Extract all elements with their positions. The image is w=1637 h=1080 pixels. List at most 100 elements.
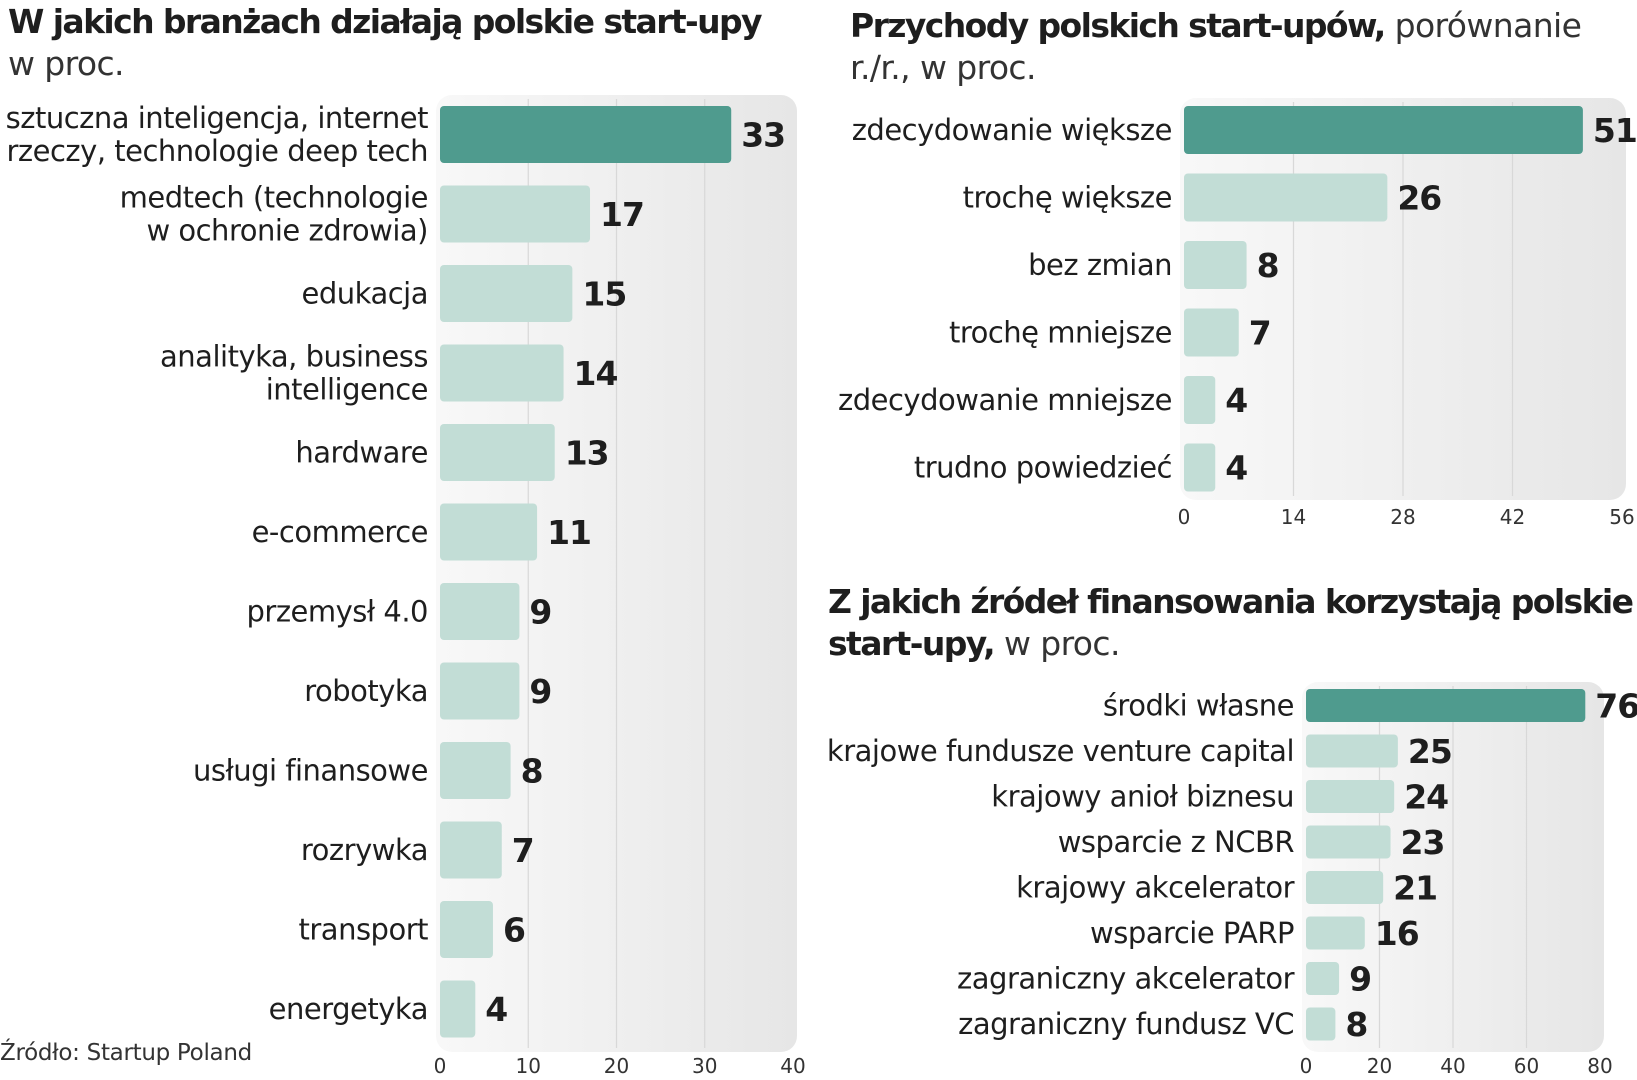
chart3-title: Z jakich źródeł finansowania korzystają …	[828, 582, 1634, 622]
chart3-category-label: wsparcie z NCBR	[1058, 825, 1295, 859]
chart2-tick-label: 28	[1390, 505, 1415, 529]
chart3-tick-label: 40	[1440, 1054, 1465, 1078]
chart1-category-label: sztuczna inteligencja, internet rzeczy, t…	[6, 101, 429, 168]
chart1-category-label: robotyka	[304, 674, 428, 708]
chart1-category-label-line: robotyka	[304, 674, 428, 708]
chart1-category-label-line: przemysł 4.0	[247, 595, 429, 629]
chart3-category-label-line: środki własne	[1103, 689, 1294, 723]
chart2-value-label: 26	[1397, 179, 1441, 218]
chart3-category-label-line: wsparcie z NCBR	[1058, 825, 1295, 859]
chart1-category-label-line: hardware	[295, 436, 428, 470]
chart3-category-label-line: krajowy akcelerator	[1016, 871, 1294, 905]
chart1-value-label: 15	[582, 275, 626, 314]
chart1-value-label: 11	[547, 513, 591, 552]
chart3-bar	[1306, 1007, 1336, 1041]
chart1-value-label: 17	[600, 195, 644, 234]
chart3-category-label: krajowy akcelerator	[1016, 871, 1294, 905]
chart3-category-label-line: krajowy anioł biznesu	[991, 780, 1294, 814]
chart1-value-label: 9	[529, 672, 551, 711]
chart1-bar	[440, 424, 555, 481]
chart3-category-label-line: zagraniczny fundusz VC	[958, 1007, 1294, 1041]
chart2-bar	[1184, 308, 1239, 357]
chart2-value-label: 4	[1225, 381, 1247, 420]
chart1-bar	[440, 265, 573, 322]
chart1-bar	[440, 106, 732, 163]
chart2-category-label: trudno powiedzieć	[914, 451, 1172, 485]
chart2-category-label-line: bez zmian	[1028, 248, 1172, 282]
chart2-category-label-line: trochę większe	[963, 181, 1172, 215]
chart3-bar	[1306, 780, 1395, 813]
chart1-tick-label: 0	[434, 1054, 447, 1078]
chart2-tick-label: 14	[1281, 505, 1306, 529]
chart3-tick-label: 80	[1587, 1054, 1612, 1078]
chart1-value-label: 33	[741, 116, 785, 155]
chart3-category-label: zagraniczny akcelerator	[957, 962, 1295, 996]
chart3-title-line2: start-upy, w proc.	[828, 624, 1120, 664]
chart3-value-label: 76	[1595, 687, 1637, 726]
chart1-bar	[440, 583, 520, 640]
chart2-bar	[1184, 376, 1216, 424]
chart3-tick-label: 20	[1367, 1054, 1392, 1078]
chart1-category-label: rozrywka	[301, 833, 428, 867]
chart1-category-label-line: w ochronie zdrowia)	[146, 214, 428, 248]
chart1-category-label: e-commerce	[252, 515, 428, 549]
chart3-value-label: 25	[1408, 732, 1452, 771]
chart1-category-label-line: energetyka	[269, 992, 428, 1026]
chart3-category-label: zagraniczny fundusz VC	[958, 1007, 1294, 1041]
chart3-value-label: 8	[1345, 1005, 1367, 1044]
chart2-category-label-line: trudno powiedzieć	[914, 451, 1172, 485]
chart3-bar	[1306, 689, 1586, 722]
chart1-title: W jakich branżach działają polskie start…	[8, 2, 763, 42]
chart1-value-label: 9	[529, 593, 551, 632]
chart3-value-label: 23	[1401, 823, 1445, 862]
chart1-bar	[440, 980, 476, 1038]
chart1-category-label: medtech (technologie w ochronie zdrowia)	[120, 181, 428, 248]
chart3-category-label: krajowy anioł biznesu	[991, 780, 1294, 814]
chart1-category-label: hardware	[295, 436, 428, 470]
chart2-bar	[1184, 106, 1583, 154]
chart1-category-label: przemysł 4.0	[247, 595, 429, 629]
chart3-category-label-line: krajowe fundusze venture capital	[827, 734, 1294, 768]
chart1-category-label: energetyka	[269, 992, 428, 1026]
chart3-title-text-2: start-upy,	[828, 624, 996, 663]
chart2-category-label: zdecydowanie większe	[852, 113, 1172, 147]
chart2-category-label: trochę mniejsze	[949, 316, 1172, 350]
chart2-category-label: bez zmian	[1028, 248, 1172, 282]
chart2-value-label: 8	[1257, 246, 1279, 285]
chart3-value-label: 24	[1404, 778, 1448, 817]
chart1-tick-label: 10	[516, 1054, 541, 1078]
source-note: Źródło: Startup Poland	[0, 1040, 252, 1066]
chart1-category-label-line: e-commerce	[252, 515, 428, 549]
chart1-category-label-line: sztuczna inteligencja, internet	[6, 101, 429, 135]
chart2-title-text: Przychody polskich start-upów,	[850, 6, 1386, 45]
chart1-value-label: 8	[521, 752, 543, 791]
chart2-category-label: zdecydowanie mniejsze	[838, 383, 1172, 417]
chart2-value-label: 4	[1225, 449, 1247, 488]
chart2-bar	[1184, 241, 1247, 289]
chart3-bar	[1306, 825, 1391, 859]
chart1-category-label-line: edukacja	[302, 277, 428, 311]
chart1-category-label: transport	[299, 913, 429, 947]
chart1-tick-label: 40	[780, 1054, 805, 1078]
chart3-bar	[1306, 734, 1398, 768]
chart3-bar	[1306, 916, 1365, 950]
chart3-title-text: Z jakich źródeł finansowania korzystają …	[828, 582, 1634, 621]
chart1-category-label-line: analityka, business	[160, 340, 428, 374]
chart1-category-label-line: intelligence	[266, 373, 428, 407]
chart2-subtitle: r./r., w proc.	[850, 48, 1036, 87]
chart1-bar	[440, 901, 493, 958]
chart1-category-label: analityka, business intelligence	[160, 340, 428, 407]
chart1-category-label-line: rozrywka	[301, 833, 428, 867]
chart2-category-label-line: trochę mniejsze	[949, 316, 1172, 350]
chart1-title-text: W jakich branżach działają polskie start…	[8, 2, 763, 41]
chart3-subtitle-inline: w proc.	[1003, 624, 1121, 663]
chart2-category-label-line: zdecydowanie mniejsze	[838, 383, 1172, 417]
chart3-bar	[1306, 962, 1340, 995]
chart3-value-label: 21	[1393, 869, 1437, 908]
chart2-bar	[1184, 443, 1216, 492]
chart1-bar	[440, 821, 502, 879]
chart2-tick-label: 0	[1178, 505, 1191, 529]
chart3-category-label: środki własne	[1103, 689, 1294, 723]
chart1-tick-label: 20	[604, 1054, 629, 1078]
